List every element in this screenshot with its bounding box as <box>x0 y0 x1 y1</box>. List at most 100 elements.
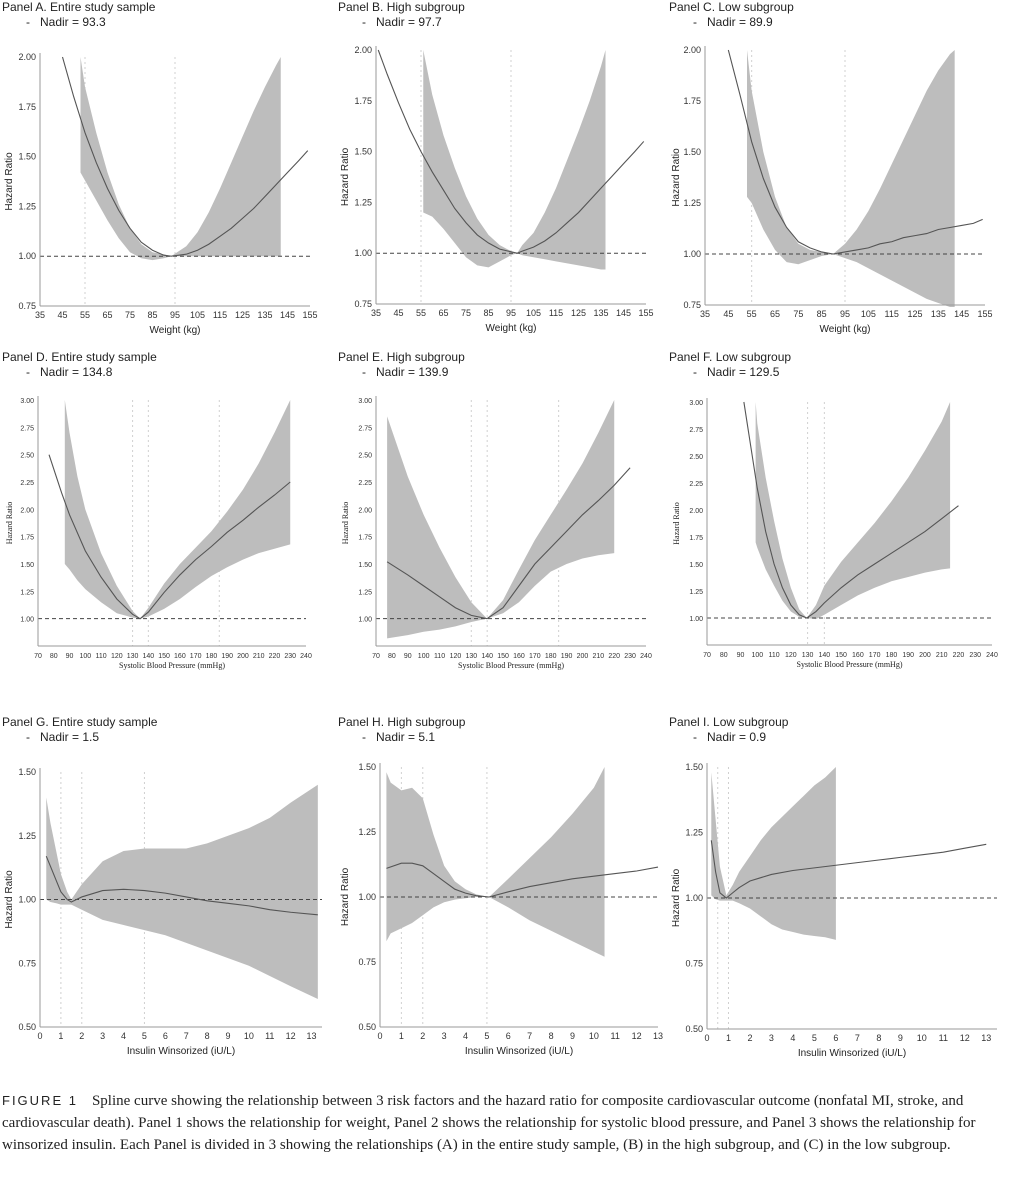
x-tick-label: 35 <box>371 308 381 318</box>
x-tick-label: 35 <box>700 309 710 319</box>
panel-title: Panel A. Entire study sample <box>2 0 156 14</box>
y-tick-label: 2.75 <box>689 427 703 434</box>
x-tick-label: 160 <box>513 653 525 660</box>
chart-svg: 70 80 90 100 110 120 130 140 150 160 170 180 190 200 2… <box>5 396 312 670</box>
x-tick-label: 65 <box>770 309 780 319</box>
x-tick-label: 11 <box>265 1031 274 1041</box>
x-tick-label: 130 <box>465 653 477 660</box>
y-tick-label: 2.00 <box>20 507 34 514</box>
confidence-band <box>386 767 605 957</box>
y-tick-label: 1.25 <box>354 197 372 207</box>
x-tick-label: 100 <box>79 653 91 660</box>
x-axis-label: Systolic Blood Pressure (mmHg) <box>458 661 564 670</box>
x-tick-label: 210 <box>936 652 948 659</box>
confidence-band <box>755 402 951 620</box>
x-tick-label: 65 <box>102 310 112 320</box>
x-tick-label: 140 <box>143 653 155 660</box>
x-tick-label: 135 <box>257 310 272 320</box>
x-tick-label: 155 <box>302 310 317 320</box>
x-tick-label: 155 <box>977 309 992 319</box>
y-tick-label: 0.75 <box>18 301 36 311</box>
x-tick-label: 45 <box>57 310 67 320</box>
x-tick-label: 5 <box>484 1031 489 1041</box>
x-tick-label: 240 <box>640 653 652 660</box>
y-axis-label: Hazard Ratio <box>340 147 351 206</box>
chart-svg: 35 45 55 65 75 85 95 105 115 125 135 145 155 0.75 1.00… <box>340 45 654 334</box>
x-tick-label: 85 <box>147 310 157 320</box>
x-tick-label: 170 <box>190 653 202 660</box>
x-tick-label: 240 <box>300 653 312 660</box>
x-tick-label: 200 <box>577 653 589 660</box>
y-tick-label: 1.25 <box>685 828 703 838</box>
y-axis-label: Hazard Ratio <box>672 502 681 544</box>
y-tick-label: 1.50 <box>358 562 372 569</box>
y-tick-label: 3.00 <box>358 398 372 405</box>
nadir-label: Nadir = 134.8 <box>40 365 113 379</box>
x-tick-label: 45 <box>393 308 403 318</box>
x-tick-label: 130 <box>127 653 139 660</box>
x-tick-label: 8 <box>205 1031 210 1041</box>
x-tick-label: 70 <box>372 653 380 660</box>
x-tick-label: 110 <box>768 652 779 659</box>
y-tick-label: 3.00 <box>689 400 703 407</box>
x-tick-label: 140 <box>819 652 831 659</box>
y-tick-label: 2.50 <box>20 453 34 460</box>
y-axis-label: Hazard Ratio <box>340 867 351 926</box>
y-tick-label: 2.25 <box>358 480 372 487</box>
x-tick-label: 160 <box>174 653 186 660</box>
chart-svg: 70 80 90 100 110 120 130 140 150 160 170 180 190 200 2… <box>341 396 652 670</box>
x-tick-label: 160 <box>852 652 864 659</box>
y-tick-label: 1.00 <box>18 895 36 905</box>
x-tick-label: 150 <box>497 653 509 660</box>
chart-svg: 0 1 2 3 4 5 6 7 8 9 10 11 12 130.500.751.001.251.50In… <box>671 762 997 1059</box>
y-tick-label: 2.00 <box>358 507 372 514</box>
x-tick-label: 10 <box>244 1031 254 1041</box>
x-tick-label: 7 <box>184 1031 189 1041</box>
chart-svg: 35 45 55 65 75 85 95 105 115 125 135 145 155 0.75 1.00… <box>4 52 318 336</box>
x-tick-label: 125 <box>235 310 250 320</box>
x-tick-label: 200 <box>237 653 249 660</box>
panel-title: Panel I. Low subgroup <box>669 715 789 729</box>
x-tick-label: 130 <box>802 652 814 659</box>
chart-panel-6: Panel G. Entire study sample - Nadir = 1.5… <box>0 715 330 1070</box>
x-tick-label: 210 <box>593 653 605 660</box>
x-tick-label: 4 <box>790 1033 795 1043</box>
x-tick-label: 120 <box>111 653 123 660</box>
x-tick-label: 220 <box>953 652 965 659</box>
y-axis-label: Hazard Ratio <box>671 148 682 207</box>
y-tick-label: 1.00 <box>683 249 701 259</box>
y-tick-label: 1.50 <box>354 147 372 157</box>
x-axis-label: Systolic Blood Pressure (mmHg) <box>119 661 225 670</box>
y-tick-label: 2.25 <box>20 480 34 487</box>
x-tick-label: 110 <box>434 653 445 660</box>
x-axis-label: Insulin Winsorized (iU/L) <box>798 1048 906 1059</box>
y-axis-label: Hazard Ratio <box>4 152 15 211</box>
y-axis-label: Hazard Ratio <box>5 502 14 544</box>
x-tick-label: 8 <box>876 1033 881 1043</box>
x-tick-label: 135 <box>593 308 608 318</box>
x-tick-label: 180 <box>545 653 557 660</box>
x-tick-label: 4 <box>463 1031 468 1041</box>
x-tick-label: 55 <box>416 308 426 318</box>
y-tick-label: 2.00 <box>354 45 372 55</box>
x-tick-label: 115 <box>213 310 227 320</box>
y-tick-label: 1.00 <box>689 616 703 623</box>
spline-curve <box>743 401 959 619</box>
y-tick-label: 1.50 <box>685 762 703 772</box>
confidence-band <box>711 767 836 940</box>
x-tick-label: 115 <box>884 309 898 319</box>
spline-curve <box>386 862 659 898</box>
x-axis-label: Weight (kg) <box>150 325 201 336</box>
x-tick-label: 210 <box>253 653 265 660</box>
confidence-band <box>747 50 955 308</box>
confidence-band <box>423 50 606 270</box>
y-tick-label: 1.75 <box>683 96 701 106</box>
y-tick-label: 1.50 <box>683 147 701 157</box>
y-axis-label: Hazard Ratio <box>4 870 15 929</box>
x-tick-label: 170 <box>869 652 881 659</box>
y-tick-label: 1.25 <box>18 201 36 211</box>
chart-svg: 70 80 90 100 110 120 130 140 150 160 170 180 190 200 2… <box>672 398 998 669</box>
x-tick-label: 80 <box>720 652 728 659</box>
y-tick-label: 2.00 <box>689 508 703 515</box>
x-tick-label: 3 <box>100 1031 105 1041</box>
